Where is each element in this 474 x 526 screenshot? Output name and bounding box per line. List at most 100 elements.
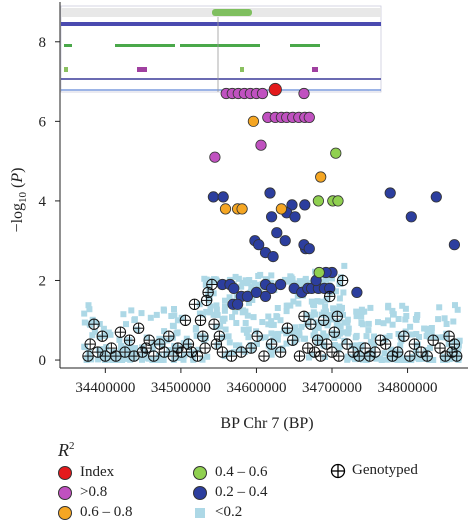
low-ld-snp: [306, 354, 312, 361]
genotyped-marker: [199, 342, 211, 354]
low-ld-snp: [95, 347, 102, 354]
genotyped-marker: [96, 330, 109, 342]
low-ld-snp: [364, 351, 371, 357]
low-ld-snp: [219, 316, 226, 322]
low-ld-snp: [295, 300, 302, 307]
genotyped-marker: [143, 334, 155, 346]
low-ld-snp: [331, 342, 338, 348]
snp-point: [448, 239, 460, 251]
low-ld-snp: [336, 330, 343, 337]
low-ld-snp: [322, 354, 328, 360]
low-ld-snp: [123, 344, 130, 351]
low-ld-snp: [283, 302, 290, 309]
genotyped-marker: [448, 338, 461, 350]
low-ld-snp: [302, 275, 309, 282]
low-ld-snp: [171, 306, 177, 312]
low-ld-snp: [274, 336, 281, 343]
low-ld-snp: [129, 346, 136, 352]
genotyped-marker: [353, 350, 365, 362]
low-ld-snp: [172, 347, 179, 354]
snp-point: [299, 199, 311, 211]
inset-chromosome-bar: [61, 22, 381, 26]
low-ld-snp: [390, 311, 396, 318]
legend-item-index: Index: [58, 464, 114, 481]
low-ld-snp: [409, 353, 416, 360]
legend-swatch-06-08: [58, 505, 72, 520]
low-ld-snp: [318, 311, 325, 318]
snp-point: [303, 243, 315, 255]
low-ld-snp: [365, 320, 372, 327]
genotyped-marker: [333, 350, 345, 362]
low-ld-snp: [310, 332, 317, 339]
low-ld-snp: [337, 274, 344, 281]
genotyped-marker: [318, 314, 330, 326]
genotyped-marker: [315, 350, 327, 362]
low-ld-snp: [323, 308, 329, 315]
snp-point: [228, 282, 240, 294]
low-ld-snp: [246, 299, 252, 306]
genotyped-marker: [443, 330, 455, 342]
low-ld-snp: [315, 325, 322, 331]
legend-item-02-04: 0.2 – 0.4: [193, 484, 268, 501]
y-axis-label-sub: 10: [17, 191, 29, 203]
low-ld-snp: [381, 350, 388, 357]
snp-point: [315, 171, 327, 183]
low-ld-snp: [318, 320, 325, 327]
low-ld-snp: [426, 329, 433, 335]
low-ld-snp: [345, 325, 352, 332]
low-ld-snp: [399, 356, 406, 363]
low-ld-snp: [452, 302, 458, 309]
inset-mark-2: [312, 67, 318, 72]
low-ld-snp: [81, 343, 88, 350]
low-ld-snp: [456, 337, 463, 344]
low-ld-snp: [145, 355, 152, 362]
low-ld-snp: [235, 275, 242, 282]
low-ld-snp: [353, 332, 360, 339]
low-ld-snp: [452, 339, 458, 346]
low-ld-snp: [288, 329, 295, 336]
low-ld-snp: [173, 330, 180, 337]
low-ld-snp: [292, 324, 299, 331]
low-ld-snp: [107, 331, 114, 338]
snp-point: [405, 211, 417, 223]
low-ld-snp: [429, 357, 436, 363]
low-ld-snp: [454, 306, 461, 313]
legend-label-index: Index: [80, 464, 115, 480]
low-ld-snp: [445, 341, 452, 348]
low-ld-snp: [116, 336, 123, 343]
legend-item-gt08: >0.8: [58, 484, 107, 501]
low-ld-snp: [214, 342, 221, 349]
low-ld-snp: [275, 330, 282, 337]
y-tick-label: 8: [39, 35, 47, 51]
y-tick-label: 4: [39, 194, 47, 210]
legend-swatch-lt02: [195, 507, 205, 518]
low-ld-snp: [339, 304, 345, 311]
low-ld-snp: [85, 349, 92, 356]
inset-gene-1: [115, 44, 175, 47]
low-ld-snp: [251, 280, 258, 287]
low-ld-snp: [359, 321, 366, 328]
low-ld-snp: [143, 334, 150, 341]
legend-label-04-06: 0.4 – 0.6: [215, 464, 268, 480]
genotyped-marker: [404, 350, 416, 362]
low-ld-snp: [357, 344, 364, 351]
genotyped-marker: [392, 346, 404, 358]
low-ld-snp: [277, 317, 284, 324]
low-ld-snp: [233, 342, 239, 349]
genotyped-marker: [191, 350, 204, 362]
low-ld-snp: [123, 321, 129, 328]
low-ld-snp: [426, 356, 433, 363]
low-ld-snp: [441, 315, 448, 322]
low-ld-snp: [296, 330, 303, 337]
low-ld-snp: [274, 314, 281, 320]
low-ld-snp: [283, 340, 290, 347]
snp-point: [236, 203, 248, 215]
low-ld-snp: [283, 326, 290, 333]
low-ld-snp: [249, 297, 256, 303]
low-ld-snp: [160, 306, 167, 313]
low-ld-snp: [344, 356, 351, 363]
low-ld-snp: [226, 294, 233, 301]
genotyped-marker: [305, 318, 317, 330]
low-ld-snp: [300, 281, 307, 288]
y-axis-label-p: (: [9, 183, 26, 192]
